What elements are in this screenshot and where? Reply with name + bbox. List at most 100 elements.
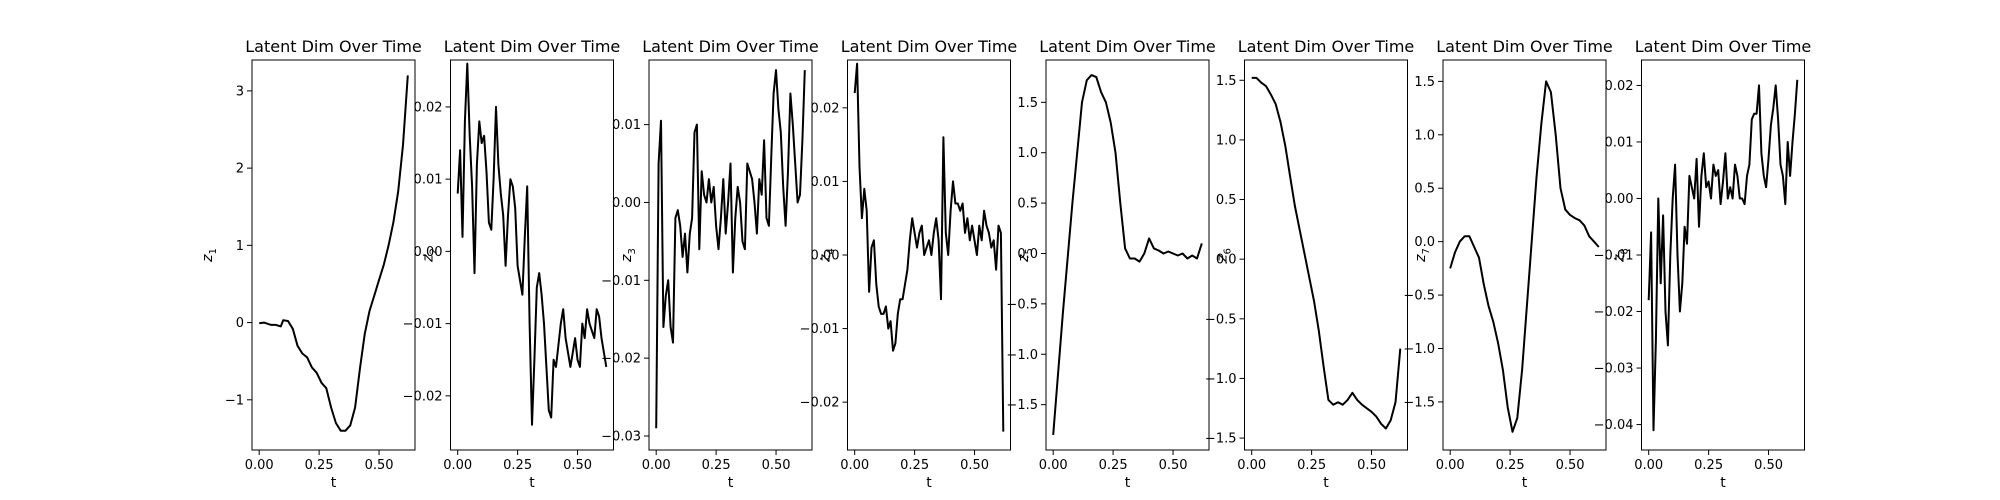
subplot-title: Latent Dim Over Time xyxy=(642,37,819,56)
x-tick-label: 0.50 xyxy=(1754,458,1783,473)
x-tick-label: 0.25 xyxy=(503,458,532,473)
series-line-5-1 xyxy=(1052,74,1203,435)
y-tick-label: −1.0 xyxy=(1403,342,1435,357)
y-tick-label: 0.02 xyxy=(811,101,840,116)
y-axis-label: z7 xyxy=(1413,248,1432,263)
x-axis-label: t xyxy=(1125,475,1131,491)
y-axis-label-subscript: 6 xyxy=(1223,248,1234,254)
y-axis-label: z4 xyxy=(818,248,837,263)
subplot-title: Latent Dim Over Time xyxy=(245,37,422,56)
y-tick-label: 1.5 xyxy=(1216,74,1237,89)
y-tick-label: 0.0 xyxy=(1414,235,1435,250)
y-tick-label: −1.5 xyxy=(1403,395,1435,410)
y-tick-label: 1.5 xyxy=(1017,96,1038,111)
subplot-1: 0.00 0.25 0.50 −1 0 1 2 3 Latent Dim Over Time t z… xyxy=(200,37,422,491)
y-axis-label: z1 xyxy=(200,248,219,263)
subplot-title: Latent Dim Over Time xyxy=(1039,37,1216,56)
x-tick-label: 0.25 xyxy=(702,458,731,473)
y-axis-label-main: z xyxy=(1612,254,1628,263)
axes-frame xyxy=(251,59,416,451)
series-line-1-1 xyxy=(259,75,409,432)
y-tick-label: −0.5 xyxy=(1205,312,1237,327)
y-axis-label-subscript: 3 xyxy=(627,248,638,254)
x-tick-label: 0.00 xyxy=(443,458,472,473)
y-tick-label: 2 xyxy=(236,162,244,177)
y-tick-label: 3 xyxy=(236,84,244,99)
y-axis-label-subscript: 8 xyxy=(1620,248,1631,254)
y-axis-label: z5 xyxy=(1016,248,1035,263)
x-tick-label: 0.50 xyxy=(365,458,394,473)
x-tick-label: 0.50 xyxy=(960,458,989,473)
y-tick-label: 1.0 xyxy=(1216,133,1237,148)
x-tick-label: 0.50 xyxy=(1357,458,1386,473)
series-line-2-1 xyxy=(456,62,608,426)
series-line-3-1 xyxy=(655,69,806,429)
y-tick-label: −0.01 xyxy=(601,274,641,289)
y-tick-label: 0.0 xyxy=(1017,247,1038,262)
y-tick-label: −0.5 xyxy=(1006,297,1038,312)
subplot-title: Latent Dim Over Time xyxy=(444,37,621,56)
y-tick-label: −0.03 xyxy=(601,429,641,444)
y-tick-label: −1.0 xyxy=(1006,348,1038,363)
y-axis-label-subscript: 7 xyxy=(1421,248,1432,254)
y-tick-label: −0.01 xyxy=(1594,249,1634,264)
x-tick-label: 0.00 xyxy=(642,458,671,473)
y-tick-label: −0.02 xyxy=(800,396,840,411)
x-tick-label: 0.00 xyxy=(1237,458,1266,473)
y-tick-label: −0.02 xyxy=(1594,305,1634,320)
subplot-title: Latent Dim Over Time xyxy=(1436,37,1613,56)
y-tick-label: 1.5 xyxy=(1414,75,1435,90)
y-axis-label-main: z xyxy=(421,254,437,263)
subplot-2: 0.00 0.25 0.50 −0.02 −0.01 0.00 0.01 0.02 Latent… xyxy=(403,37,621,491)
y-tick-label: 0.5 xyxy=(1414,182,1435,197)
series-line-8-1 xyxy=(1647,79,1799,432)
axes-frame xyxy=(1045,59,1210,451)
x-tick-label: 0.00 xyxy=(1634,458,1663,473)
x-axis-label: t xyxy=(926,475,932,491)
y-tick-label: 1 xyxy=(236,239,244,254)
x-axis-label: t xyxy=(1323,475,1329,491)
x-tick-label: 0.00 xyxy=(1039,458,1068,473)
x-tick-label: 0.50 xyxy=(1556,458,1585,473)
x-tick-label: 0.50 xyxy=(762,458,791,473)
y-axis-label-main: z xyxy=(1215,254,1231,263)
x-tick-label: 0.25 xyxy=(1496,458,1525,473)
y-tick-label: −0.02 xyxy=(403,389,443,404)
subplot-6: 0.00 0.25 0.50 −1.5 −1.0 −0.5 0.0 0.5 1.0 1.5 Late… xyxy=(1205,37,1414,491)
axes-frame xyxy=(1442,59,1607,451)
y-tick-label: −0.01 xyxy=(800,322,840,337)
axes-frame xyxy=(1244,59,1408,451)
y-axis-label-subscript: 5 xyxy=(1024,248,1035,254)
y-tick-label: 0.01 xyxy=(612,118,641,133)
y-tick-label: −0.04 xyxy=(1594,418,1634,433)
y-tick-label: 0.00 xyxy=(612,196,641,211)
subplot-title: Latent Dim Over Time xyxy=(841,37,1018,56)
y-tick-label: −0.02 xyxy=(601,352,641,367)
x-tick-label: 0.25 xyxy=(1297,458,1326,473)
x-tick-label: 0.00 xyxy=(840,458,869,473)
y-axis-label-main: z xyxy=(619,254,635,263)
y-tick-label: 0.00 xyxy=(1605,192,1634,207)
y-axis-label-main: z xyxy=(1016,254,1032,263)
subplot-title: Latent Dim Over Time xyxy=(1238,37,1415,56)
axes-frame xyxy=(648,59,813,451)
y-tick-label: 0.02 xyxy=(1605,79,1634,94)
y-tick-label: −0.01 xyxy=(403,317,443,332)
y-tick-label: −1 xyxy=(225,393,244,408)
y-tick-label: −0.03 xyxy=(1594,362,1634,377)
axes-frame xyxy=(1641,59,1805,451)
y-axis-label: z3 xyxy=(619,248,638,263)
x-tick-label: 0.50 xyxy=(563,458,592,473)
y-tick-label: 0 xyxy=(236,316,244,331)
x-axis-label: t xyxy=(529,475,535,491)
y-axis-label-subscript: 2 xyxy=(429,248,440,254)
x-axis-label: t xyxy=(1522,475,1528,491)
subplot-4: 0.00 0.25 0.50 −0.02 −0.01 0.00 0.01 0.02 Latent… xyxy=(800,37,1018,491)
y-axis-label-main: z xyxy=(1413,254,1429,263)
y-axis-label-subscript: 4 xyxy=(826,248,837,254)
y-tick-label: −1.0 xyxy=(1205,372,1237,387)
y-tick-label: 0.01 xyxy=(414,173,443,188)
y-axis-label: z8 xyxy=(1612,248,1631,263)
y-tick-label: 0.0 xyxy=(1216,253,1237,268)
